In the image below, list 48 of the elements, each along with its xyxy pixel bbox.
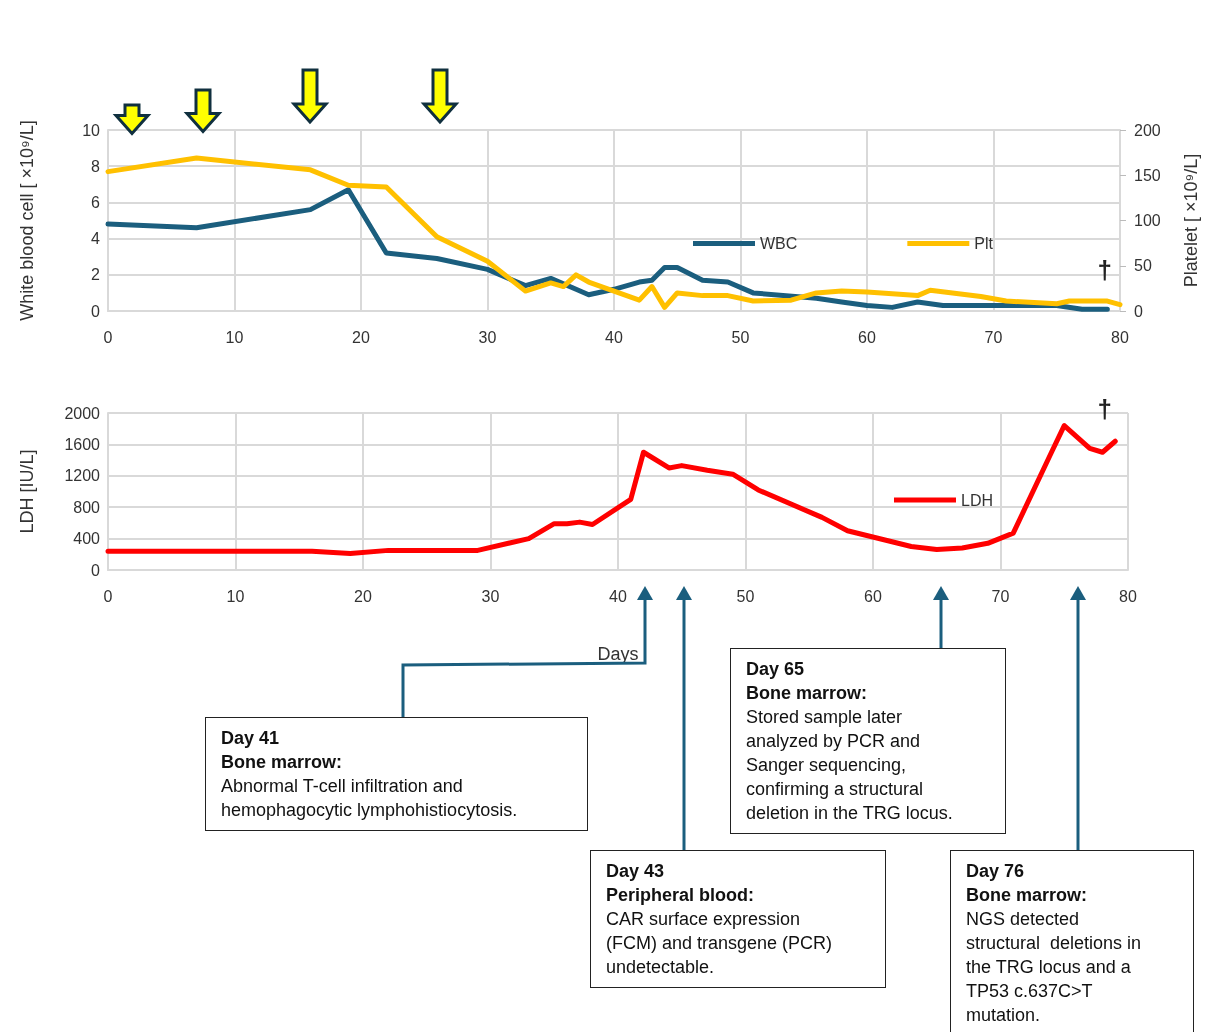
y2-tick-label: 150 [1134,166,1161,184]
y2-tick-label: 50 [1134,257,1152,275]
x-tick-label: 70 [984,328,1003,346]
y-tick-label: 4 [91,230,101,248]
y2-axis-title: Platelet [ ×10⁹/L] [1181,153,1201,288]
x-tick-label: 50 [736,587,755,605]
x-tick-label: 80 [1111,328,1129,346]
y-tick-label: 400 [73,530,101,548]
x-tick-label: 40 [605,328,623,346]
y2-tick-label: 200 [1134,121,1161,139]
x-tick-label: 10 [225,328,244,346]
y-tick-label: 1200 [64,467,101,485]
annotation: † [1097,255,1113,286]
y-tick-label: 2 [91,266,101,284]
x-tick-label: 30 [478,328,497,346]
y-tick-label: 8 [91,157,101,175]
y-tick-label: 0 [91,561,101,579]
text: Day 41 Bone marrow: Abnormal T-cell infiltration and hemophagocytic lymphohistiocytosis. [221,727,519,822]
x-tick-label: 20 [352,328,370,346]
y-tick-label: 0 [91,302,101,320]
text: Day 65 Bone marrow: Stored sample later analyzed by PCR and Sanger sequencing, confirming a structural deletion in the TRG locus. [746,658,954,825]
x-tick-label: 40 [609,587,627,605]
x-tick-label: 0 [103,587,113,605]
text: Day 43 Peripheral blood: CAR surface expression (FCM) and transgene (PCR) undetectable. [606,860,834,979]
x-tick-label: 80 [1119,587,1137,605]
legend-label: LDH [960,491,994,509]
text: Day 76 Bone marrow: NGS detected structural deletions in the TRG locus and a TP53 c.637C>T mutation. [966,860,1143,1027]
y2-tick-label: 100 [1134,212,1161,229]
legend-label: Plt [974,235,994,253]
x-tick-label: 30 [481,587,500,605]
x-tick-label: 10 [226,587,245,605]
x-tick-label: 50 [731,328,750,346]
x-tick-label: 70 [991,587,1010,605]
y-tick-label: 6 [91,193,101,211]
x-tick-label: 20 [354,587,372,605]
y-tick-label: 10 [82,121,101,139]
x-tick-label: 60 [864,587,882,605]
y-tick-label: 1600 [64,435,101,453]
x-tick-label: 0 [103,328,113,346]
y-axis-title: LDH [IU/L] [17,449,37,534]
y-axis-title: White blood cell [ ×10⁹/L] [17,120,37,321]
x-tick-label: 60 [858,328,876,346]
y2-tick-label: 0 [1134,302,1143,320]
annotation: † [1097,393,1113,424]
x-axis-title: Days [597,644,639,664]
y-tick-label: 800 [73,498,101,516]
y-tick-label: 2000 [64,404,101,422]
legend-label: WBC [760,235,798,253]
